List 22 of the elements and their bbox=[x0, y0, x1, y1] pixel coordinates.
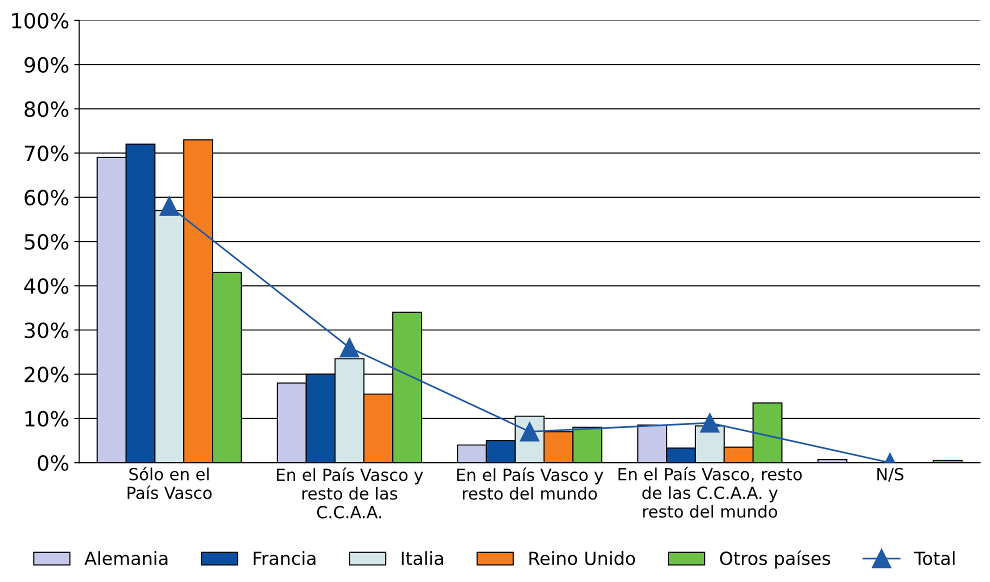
y-tick-label: 20% bbox=[24, 366, 68, 382]
y-tick-label: 40% bbox=[24, 278, 68, 294]
x-tick-label: Sólo en el País Vasco bbox=[128, 466, 212, 500]
y-tick-label: 10% bbox=[25, 410, 68, 427]
x-tick-label: N/S bbox=[877, 468, 904, 482]
legend-label: Reino Unido bbox=[529, 551, 636, 566]
legend-label: Italia bbox=[402, 551, 444, 566]
y-tick-label: 0% bbox=[38, 455, 68, 471]
y-tick-label: 30% bbox=[24, 322, 68, 338]
y-tick-label: 100% bbox=[12, 12, 68, 29]
y-tick-label: 50% bbox=[24, 234, 68, 250]
legend-label: Otros países bbox=[720, 550, 830, 569]
y-tick-label: 90% bbox=[24, 57, 68, 73]
y-tick-label: 60% bbox=[24, 190, 68, 206]
y-tick-label: 70% bbox=[24, 146, 68, 162]
x-tick-label: En el País Vasco, resto de las C.C.A.A. y resto del mundo bbox=[618, 466, 802, 518]
legend-label: Alemania bbox=[84, 551, 168, 566]
y-tick-label: 80% bbox=[24, 101, 68, 118]
legend-label: Total bbox=[914, 551, 955, 566]
x-tick-label: En el País Vasco y resto de las C.C.A.A. bbox=[276, 468, 424, 518]
x-tick-label: En el País Vasco y resto del mundo bbox=[457, 468, 604, 500]
legend-label: Francia bbox=[254, 551, 316, 566]
